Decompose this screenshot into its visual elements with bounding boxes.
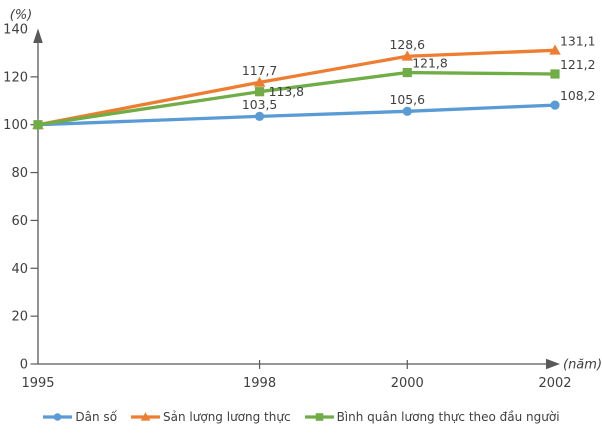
series-marker-square: [315, 413, 323, 421]
series-marker-circle: [254, 111, 265, 121]
y-tick-label: 100: [3, 118, 28, 133]
series-marker-triangle: [253, 76, 266, 87]
series-2: [33, 67, 560, 130]
y-tick-label: 20: [11, 310, 28, 325]
y-tick-label: 0: [20, 358, 28, 373]
series-marker-triangle: [140, 412, 151, 421]
x-tick-label: 2000: [391, 376, 424, 391]
legend-label: Bình quân lương thực theo đầu người: [336, 410, 560, 424]
legend-item-0: Dân số: [42, 410, 117, 424]
y-tick-label: 140: [3, 23, 28, 38]
data-point-label: 103,5: [242, 97, 277, 112]
series-marker-circle: [402, 106, 412, 116]
y-tick-label: 60: [11, 214, 28, 229]
x-tick-label: 1998: [243, 376, 276, 391]
legend-label: Sản lượng lương thực: [163, 410, 291, 424]
series-marker-triangle: [401, 50, 414, 61]
legend-item-1: Sản lượng lương thực: [130, 410, 291, 424]
x-axis-arrow-icon: [546, 358, 560, 370]
data-point-label: 131,1: [560, 33, 595, 48]
y-tick-label: 80: [11, 166, 28, 181]
data-point-label: 117,7: [242, 63, 277, 78]
series-line: [36, 70, 557, 127]
data-point-label: 105,6: [390, 92, 426, 107]
series-marker-square: [33, 120, 43, 130]
y-axis-arrow-icon: [33, 28, 43, 43]
x-tick-label: 1995: [21, 376, 54, 391]
x-tick-label: 2002: [538, 376, 571, 391]
y-axis-unit-label: (%): [10, 8, 33, 23]
series-marker-square: [254, 87, 265, 97]
data-point-label: 113,8: [269, 84, 305, 99]
x-axis-unit-label: (năm): [563, 358, 602, 373]
series-marker-circle: [550, 100, 560, 110]
legend-label: Dân số: [75, 410, 118, 424]
data-point-label: 108,2: [560, 88, 595, 103]
chart-legend: Dân số Sản lượng lương thực Bình quân lươn…: [0, 399, 602, 435]
series-marker-circle: [54, 413, 62, 421]
series-marker-square: [550, 69, 560, 79]
legend-swatch-triangle-icon: [131, 412, 161, 421]
series-line: [36, 103, 557, 127]
legend-item-2: Bình quân lương thực theo đầu người: [304, 410, 560, 424]
legend-swatch-circle-icon: [43, 413, 73, 421]
series-marker-square: [402, 67, 412, 78]
y-tick-label: 120: [3, 70, 28, 85]
legend-swatch-square-icon: [304, 413, 334, 421]
data-point-label: 128,6: [390, 37, 426, 52]
series-line: [36, 48, 557, 127]
data-point-label: 121,2: [560, 57, 595, 72]
chart-plot-area: 0 20 40 60 80 100 120 140 1995 1998 2000 2002 (%) (nă…: [3, 8, 602, 391]
data-point-label: 121,8: [412, 56, 448, 71]
y-tick-label: 40: [11, 262, 28, 277]
series-marker-triangle: [549, 44, 561, 55]
